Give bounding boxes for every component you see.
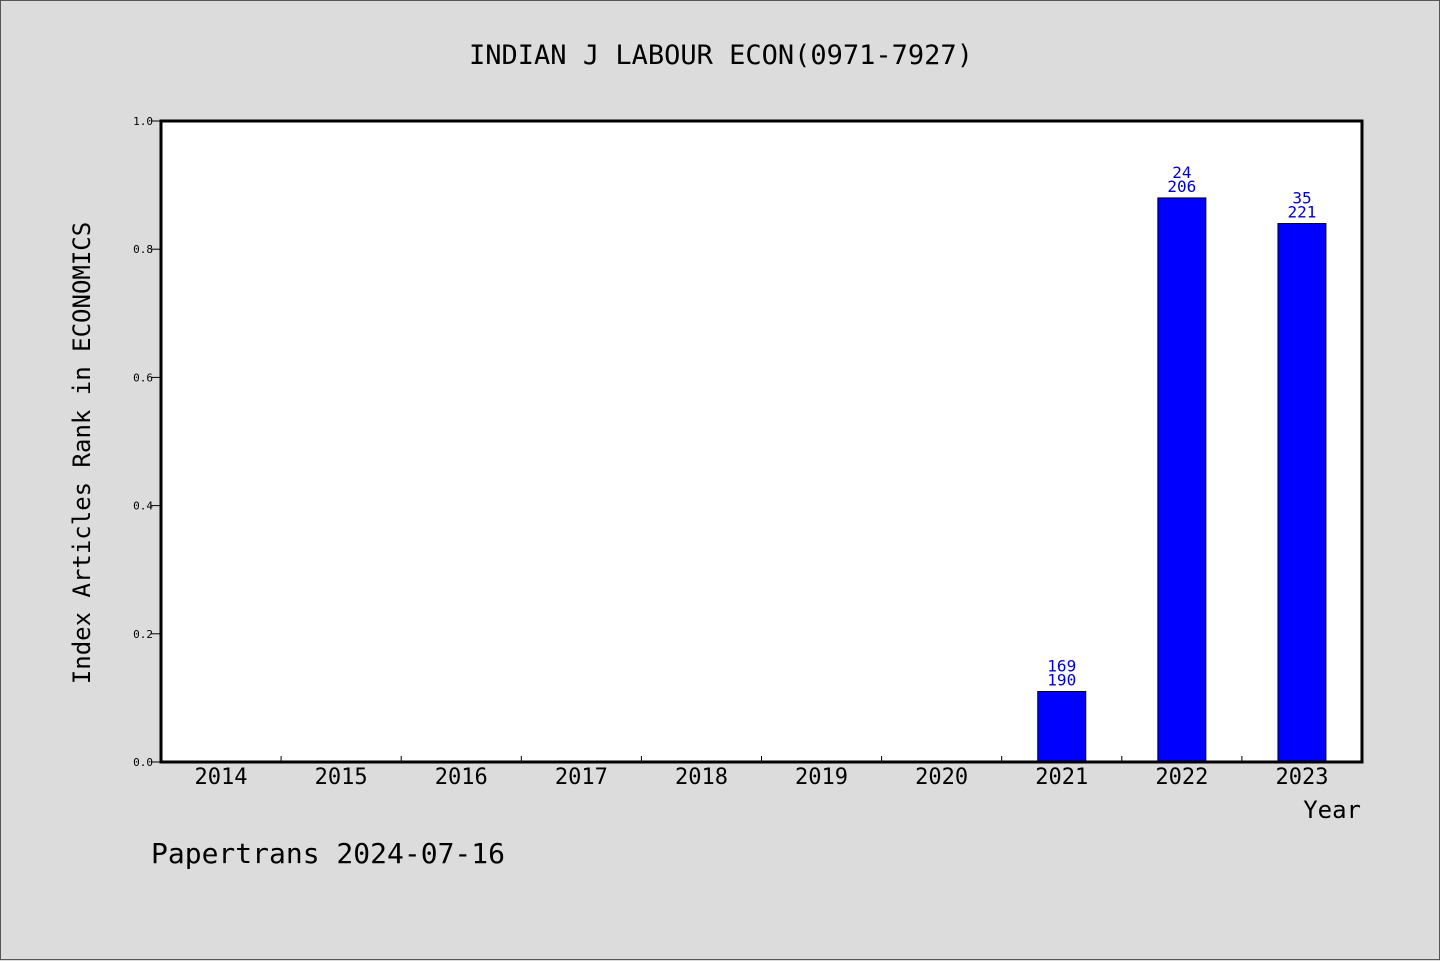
x-tick-label-2014: 2014 (195, 765, 248, 790)
y-tick-label-4: 0.8 (133, 243, 153, 256)
chart-title: INDIAN J LABOUR ECON(0971-7927) (469, 40, 973, 71)
bar-label-bottom-2023: 221 (1287, 203, 1316, 222)
bar-2021 (1037, 690, 1087, 763)
x-tick-label-2019: 2019 (795, 765, 848, 790)
y-axis-label: Index Articles Rank in ECONOMICS (68, 222, 96, 684)
x-tick-label-2023: 2023 (1275, 765, 1328, 790)
y-tick-label-0: 0.0 (133, 756, 153, 769)
x-tick-label-2018: 2018 (675, 765, 728, 790)
x-tick-label-2015: 2015 (315, 765, 368, 790)
bar-2022 (1157, 197, 1207, 763)
bars-group (1037, 197, 1327, 763)
x-tick-label-2016: 2016 (435, 765, 488, 790)
ticks-group (151, 120, 1243, 763)
y-tick-label-5: 1.0 (133, 115, 153, 128)
bar-label-bottom-2022: 206 (1167, 177, 1196, 196)
bar-label-top-2023: 35 (1292, 189, 1311, 208)
plot-border (159, 119, 1364, 764)
bar-label-bottom-2021: 190 (1047, 670, 1076, 689)
x-tick-label-2021: 2021 (1035, 765, 1088, 790)
bar-2023 (1277, 223, 1327, 763)
x-tick-label-2020: 2020 (915, 765, 968, 790)
y-tick-label-1: 0.2 (133, 628, 153, 641)
x-tick-label-2017: 2017 (555, 765, 608, 790)
y-tick-label-2: 0.4 (133, 500, 153, 513)
bar-label-top-2022: 24 (1172, 163, 1191, 182)
x-tick-label-2022: 2022 (1155, 765, 1208, 790)
y-tick-label-3: 0.6 (133, 371, 153, 384)
x-axis-label: Year (1303, 796, 1361, 824)
bar-label-top-2021: 169 (1047, 656, 1076, 675)
footer-credit: Papertrans 2024-07-16 (151, 837, 505, 870)
